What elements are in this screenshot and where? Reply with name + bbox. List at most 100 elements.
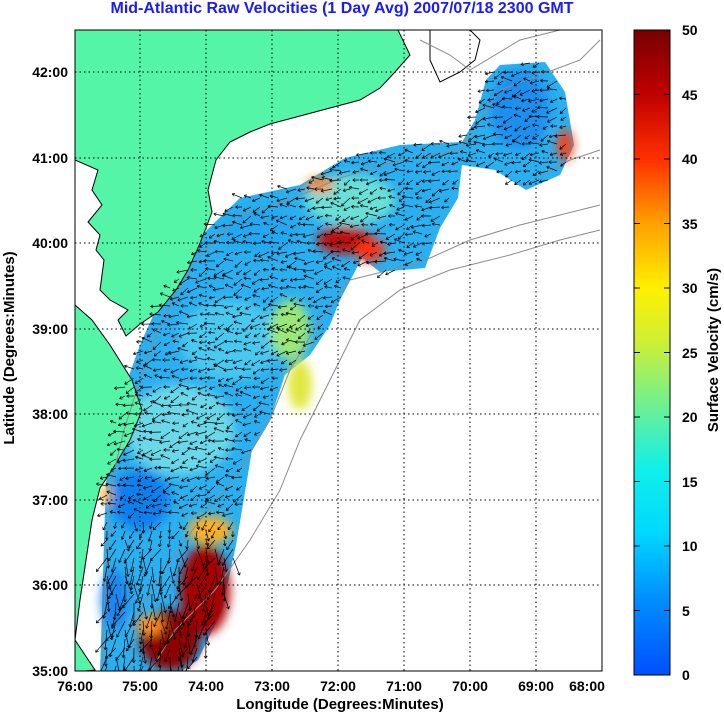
velocity-arrow xyxy=(559,152,567,156)
velocity-arrow xyxy=(387,188,396,193)
velocity-arrow xyxy=(143,373,153,379)
colorbar-tick-label: 35 xyxy=(682,216,698,232)
velocity-arrow xyxy=(169,665,172,671)
velocity-arrow xyxy=(249,323,261,329)
velocity-arrow xyxy=(102,521,108,531)
velocity-arrow xyxy=(178,539,183,547)
velocity-arrow xyxy=(263,221,270,226)
velocity-arrow xyxy=(420,214,432,218)
velocity-arrow xyxy=(502,116,513,124)
velocity-arrow xyxy=(342,215,351,223)
velocity-arrow xyxy=(531,89,540,93)
velocity-arrow xyxy=(191,350,198,356)
velocity-arrow xyxy=(313,296,324,304)
velocity-arrow xyxy=(217,377,225,383)
velocity-arrow xyxy=(226,422,234,429)
velocity-arrow xyxy=(496,98,504,105)
velocity-arrow xyxy=(189,376,198,381)
velocity-arrow xyxy=(330,230,342,235)
velocity-arrow xyxy=(285,350,297,355)
velocity-arrow xyxy=(312,249,324,254)
velocity-arrow xyxy=(123,422,135,427)
velocity-arrow xyxy=(233,278,243,286)
velocity-arrow xyxy=(158,539,162,548)
velocity-arrow xyxy=(297,314,306,322)
velocity-arrow xyxy=(316,215,324,220)
velocity-arrow xyxy=(159,665,162,671)
velocity-arrow xyxy=(501,96,513,101)
velocity-arrow xyxy=(410,224,423,229)
velocity-arrow xyxy=(485,88,495,93)
velocity-arrow xyxy=(379,186,387,191)
velocity-arrow xyxy=(330,201,342,208)
velocity-arrow xyxy=(377,161,387,168)
velocity-arrow xyxy=(261,206,270,214)
velocity-arrow xyxy=(196,584,204,603)
velocity-arrow xyxy=(465,158,477,163)
velocity-arrow xyxy=(242,323,252,332)
velocity-arrow xyxy=(190,267,198,272)
velocity-arrow xyxy=(393,238,405,244)
velocity-arrow xyxy=(214,296,225,304)
velocity-arrow xyxy=(253,212,261,217)
velocity-arrow xyxy=(159,375,171,380)
velocity-arrow xyxy=(484,79,495,84)
velocity-arrow xyxy=(124,557,130,577)
velocity-arrow xyxy=(187,446,198,451)
velocity-arrow xyxy=(181,449,189,456)
velocity-arrow xyxy=(359,178,368,182)
velocity-arrow xyxy=(163,503,171,507)
velocity-arrow xyxy=(321,205,333,210)
velocity-arrow xyxy=(431,188,441,197)
velocity-arrow xyxy=(262,322,270,327)
x-tick-label: 71:00 xyxy=(386,678,422,694)
velocity-arrow xyxy=(239,224,252,230)
velocity-arrow xyxy=(290,296,297,302)
velocity-arrow xyxy=(230,530,235,538)
velocity-arrow xyxy=(213,455,225,460)
velocity-arrow xyxy=(475,107,486,114)
velocity-arrow xyxy=(458,140,468,145)
velocity-arrow xyxy=(99,476,108,480)
velocity-arrow xyxy=(322,296,333,300)
velocity-arrow xyxy=(151,476,162,483)
velocity-arrow xyxy=(163,341,171,346)
velocity-arrow xyxy=(403,251,414,256)
velocity-arrow xyxy=(213,212,225,217)
velocity-arrow xyxy=(145,392,153,397)
velocity-arrow xyxy=(242,422,252,427)
velocity-arrow xyxy=(538,179,549,184)
velocity-arrow xyxy=(102,602,108,619)
velocity-arrow xyxy=(100,539,108,547)
velocity-arrow xyxy=(212,287,225,292)
velocity-arrow xyxy=(280,312,288,317)
velocity-arrow xyxy=(539,98,549,103)
velocity-arrow xyxy=(496,124,504,129)
velocity-arrow xyxy=(385,269,396,276)
velocity-arrow xyxy=(284,251,297,258)
velocity-arrow xyxy=(289,233,297,237)
velocity-arrow xyxy=(160,602,165,623)
velocity-arrow xyxy=(338,170,351,175)
velocity-arrow xyxy=(129,557,135,573)
velocity-arrow xyxy=(488,152,495,158)
velocity-arrow xyxy=(269,339,279,344)
velocity-arrow xyxy=(513,113,522,118)
velocity-arrow xyxy=(236,305,243,311)
velocity-arrow xyxy=(108,575,117,590)
velocity-arrow xyxy=(398,197,405,202)
velocity-arrow xyxy=(205,629,211,646)
velocity-arrow xyxy=(186,476,198,482)
velocity-arrow xyxy=(254,413,261,418)
velocity-arrow xyxy=(279,203,288,208)
velocity-arrow xyxy=(232,213,243,218)
velocity-arrow xyxy=(134,584,144,604)
velocity-arrow xyxy=(135,566,144,586)
velocity-arrow xyxy=(182,458,189,465)
velocity-arrow xyxy=(171,374,180,379)
velocity-arrow xyxy=(109,449,117,456)
velocity-arrow xyxy=(206,251,216,257)
colorbar-label: Surface Velocity (cm/s) xyxy=(705,268,722,432)
velocity-arrow xyxy=(195,431,207,436)
velocity-arrow xyxy=(415,161,423,167)
